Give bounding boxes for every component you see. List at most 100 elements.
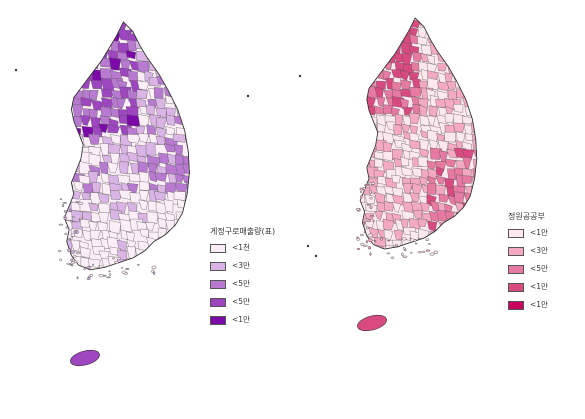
district-cell bbox=[446, 43, 458, 54]
district-cell bbox=[88, 22, 101, 34]
island bbox=[70, 264, 74, 267]
district-cell bbox=[165, 94, 175, 105]
district-cell bbox=[144, 22, 156, 31]
district-cell bbox=[80, 96, 93, 107]
district-cell bbox=[374, 33, 386, 47]
district-cell bbox=[176, 269, 189, 270]
district-cell bbox=[173, 58, 185, 72]
island bbox=[72, 216, 75, 219]
district-cell bbox=[70, 76, 81, 89]
district-cell bbox=[71, 266, 81, 270]
coastline bbox=[63, 21, 190, 271]
island bbox=[75, 252, 81, 255]
district-cell bbox=[436, 229, 446, 240]
district-cell bbox=[409, 132, 420, 142]
district-cell bbox=[376, 96, 386, 108]
district-cell bbox=[167, 78, 181, 89]
island bbox=[362, 244, 368, 247]
district-cell bbox=[472, 77, 477, 90]
district-cell bbox=[444, 131, 457, 143]
district-cell bbox=[173, 237, 183, 251]
district-cell bbox=[157, 245, 171, 259]
district-cell bbox=[157, 57, 168, 71]
island bbox=[355, 208, 361, 211]
district-cell bbox=[64, 114, 70, 126]
island bbox=[125, 268, 130, 270]
district-cell bbox=[364, 69, 377, 80]
island bbox=[151, 269, 155, 274]
islet-marker bbox=[246, 94, 250, 98]
district-cell bbox=[374, 105, 387, 115]
district-cell bbox=[462, 202, 473, 214]
district-cell bbox=[137, 80, 150, 90]
district-cell bbox=[185, 79, 190, 91]
district-cell bbox=[82, 50, 92, 64]
island bbox=[356, 237, 361, 241]
district-cell bbox=[461, 69, 472, 79]
district-cell bbox=[385, 245, 394, 249]
island bbox=[70, 219, 73, 223]
district-cell bbox=[470, 36, 477, 49]
district-cell bbox=[366, 28, 380, 40]
district-cell bbox=[427, 77, 440, 90]
district-cell bbox=[64, 105, 70, 116]
district-cell bbox=[167, 153, 178, 165]
district-cell bbox=[473, 69, 477, 80]
legend-label: <1만 bbox=[530, 282, 548, 292]
district-cell bbox=[64, 68, 74, 82]
island bbox=[364, 184, 370, 187]
district-cell bbox=[417, 156, 429, 168]
district-cell bbox=[88, 90, 99, 101]
district-cell bbox=[139, 181, 150, 191]
legend-left-item-3: <5만 bbox=[210, 278, 275, 290]
island bbox=[417, 251, 422, 254]
district-cell bbox=[365, 132, 377, 145]
district-cell bbox=[454, 19, 464, 32]
district-cell bbox=[360, 132, 373, 144]
district-cell bbox=[90, 80, 103, 89]
district-cell bbox=[454, 191, 465, 204]
island bbox=[409, 237, 412, 240]
district-cell bbox=[64, 79, 76, 90]
district-cell bbox=[184, 89, 190, 103]
district-cell bbox=[391, 28, 404, 40]
district-cell bbox=[393, 18, 406, 31]
island bbox=[58, 223, 64, 226]
district-cell bbox=[437, 62, 448, 72]
district-cell bbox=[70, 133, 84, 144]
district-cell bbox=[360, 176, 368, 186]
district-cell bbox=[408, 112, 421, 125]
island bbox=[367, 245, 371, 250]
island bbox=[422, 250, 426, 253]
district-cell bbox=[183, 50, 190, 64]
island bbox=[63, 216, 68, 220]
legend-right-title: 정원공공부 bbox=[508, 212, 545, 221]
district-cell bbox=[383, 185, 396, 195]
island bbox=[79, 219, 81, 222]
district-cell bbox=[186, 212, 190, 225]
district-cell bbox=[64, 136, 76, 148]
district-cell bbox=[455, 230, 467, 242]
district-cell bbox=[360, 18, 368, 29]
island bbox=[74, 230, 77, 233]
islet-marker bbox=[14, 68, 18, 72]
islet-marker bbox=[314, 254, 318, 258]
district-cell bbox=[79, 246, 91, 258]
island bbox=[359, 233, 364, 236]
district-cell bbox=[374, 45, 387, 55]
district-cell bbox=[473, 97, 477, 108]
district-cell bbox=[163, 255, 176, 269]
district-cell bbox=[64, 90, 74, 103]
island bbox=[360, 242, 365, 246]
district-cell bbox=[426, 160, 437, 170]
district-cell bbox=[64, 145, 74, 156]
island bbox=[401, 237, 407, 241]
island bbox=[367, 233, 373, 238]
legend-swatch bbox=[508, 300, 524, 310]
legend-label: <1만 bbox=[232, 315, 250, 325]
district-cell bbox=[360, 121, 369, 133]
island bbox=[108, 270, 111, 273]
island bbox=[75, 201, 80, 203]
district-cell bbox=[437, 52, 450, 63]
district-cell bbox=[438, 236, 451, 247]
